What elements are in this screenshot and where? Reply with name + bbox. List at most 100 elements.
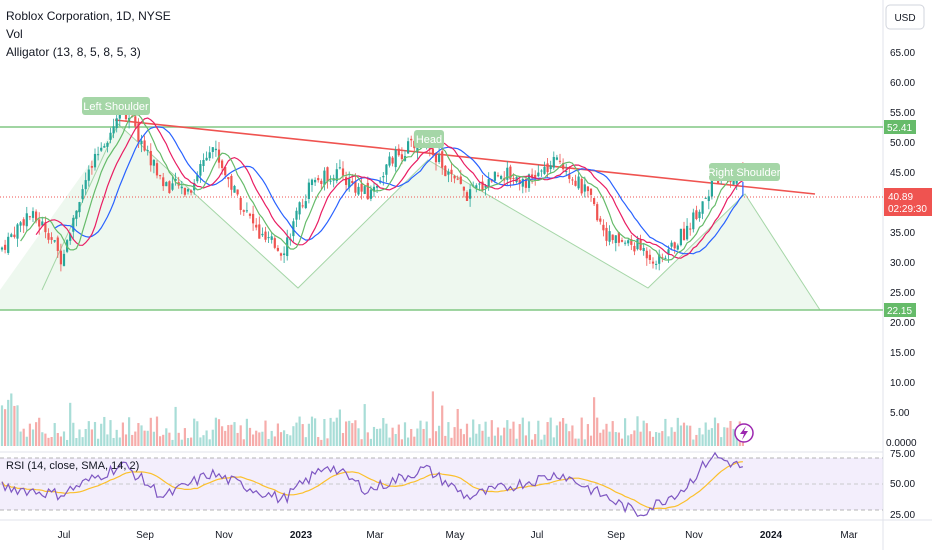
candle-body	[655, 263, 658, 265]
candle-body	[673, 242, 676, 249]
symbol-title[interactable]: Roblox Corporation, 1D, NYSE	[6, 9, 171, 23]
volume-bar	[410, 428, 413, 446]
candle-body	[633, 245, 636, 252]
volume-bar	[239, 425, 242, 446]
volume-bar	[441, 405, 444, 446]
volume-bar	[605, 423, 608, 446]
rsi-axis[interactable]: 75.00 50.00 25.00	[890, 449, 915, 521]
volume-bar	[568, 431, 571, 446]
neckline-trendline[interactable]	[114, 119, 816, 195]
candle-body	[568, 174, 571, 179]
volume-bar	[16, 405, 19, 446]
volume-bar	[202, 435, 205, 446]
volume-bar	[38, 417, 41, 446]
volume-bar	[558, 421, 562, 446]
lightning-icon[interactable]	[734, 423, 754, 443]
volume-bar	[686, 425, 689, 446]
volume-bar	[518, 424, 521, 446]
candle-body	[81, 189, 84, 200]
right-shoulder-label[interactable]: Right Shoulder	[708, 163, 781, 181]
candle-body	[93, 153, 97, 168]
volume-bar	[53, 423, 56, 446]
volume-bar	[438, 425, 441, 446]
volume-bar	[168, 432, 171, 446]
candle-body	[19, 222, 22, 226]
candle-body	[264, 231, 267, 240]
volume-bar	[627, 435, 630, 446]
volume-bar	[710, 428, 713, 446]
candle-body	[670, 242, 673, 247]
candle-body	[245, 210, 248, 212]
candle-body	[571, 179, 574, 181]
volume-bar	[75, 438, 78, 446]
candle-body	[87, 169, 90, 181]
volume-bar	[248, 427, 252, 446]
volume-bar	[320, 439, 323, 446]
volume-bar	[369, 438, 372, 446]
currency-button[interactable]: USD	[885, 4, 925, 30]
volume-bar	[72, 422, 75, 446]
volume-bar	[323, 419, 326, 446]
candle-body	[484, 185, 487, 188]
volume-bar	[307, 423, 310, 446]
volume-bar	[496, 427, 500, 446]
volume-bar	[87, 421, 90, 446]
candle-body	[605, 227, 608, 241]
volume-bar	[729, 420, 732, 446]
rsi-legend[interactable]: RSI (14, close, SMA, 14, 2)	[6, 460, 139, 472]
volume-bar	[28, 423, 31, 446]
candle-body	[661, 257, 664, 259]
volume-axis[interactable]: 15.00 10.00 5.00 0.0000	[886, 348, 917, 449]
currency-button-frame	[885, 4, 925, 30]
candle-body	[10, 234, 13, 237]
volume-bar	[419, 420, 422, 446]
candle-body	[307, 182, 310, 199]
alligator-teeth-line	[35, 117, 744, 259]
volume-bar	[106, 434, 109, 446]
volume-bar	[704, 422, 707, 446]
candle-body	[211, 147, 214, 152]
volume-bar	[655, 432, 658, 446]
price-axis[interactable]: 65.00 60.00 55.00 50.00 45.00 35.00 30.0…	[890, 48, 915, 329]
candle-body	[636, 238, 639, 250]
left-shoulder-label[interactable]: Left Shoulder	[82, 97, 150, 115]
time-axis[interactable]: Jul Sep Nov 2023 Mar May Jul Sep Nov 202…	[58, 530, 859, 541]
candle-body	[558, 160, 562, 162]
volume-bar	[351, 423, 354, 446]
volume-bar	[97, 438, 100, 446]
candle-body	[230, 175, 233, 190]
candle-body	[286, 237, 289, 257]
candle-body	[146, 150, 149, 152]
candle-body	[518, 179, 521, 185]
head-label[interactable]: Head	[414, 130, 444, 148]
candle-body	[354, 181, 357, 193]
volume-bar	[208, 439, 211, 446]
candle-body	[456, 178, 459, 180]
volume-bar	[391, 427, 394, 446]
alligator-legend[interactable]: Alligator (13, 8, 5, 8, 5, 3)	[6, 45, 141, 59]
candle-body	[140, 140, 143, 145]
volume-bar	[118, 437, 121, 446]
candle-body	[90, 165, 93, 168]
candle-body	[385, 164, 388, 175]
candle-body	[106, 142, 109, 147]
candle-body	[695, 210, 698, 220]
volume-bar	[211, 429, 214, 446]
candle-body	[577, 176, 580, 189]
candle-body	[224, 167, 227, 176]
time-label: Nov	[215, 530, 233, 541]
volume-bar	[221, 426, 224, 446]
vol-legend[interactable]: Vol	[6, 27, 23, 41]
candle-body	[459, 176, 462, 184]
candle-body	[596, 204, 599, 221]
candle-body	[208, 152, 211, 159]
volume-bar	[372, 426, 376, 446]
candle-body	[686, 225, 689, 240]
candle-body	[441, 151, 444, 168]
volume-bar	[233, 422, 236, 446]
candle-body	[248, 213, 252, 216]
volume-bar	[128, 417, 131, 446]
candle-body	[258, 224, 261, 239]
